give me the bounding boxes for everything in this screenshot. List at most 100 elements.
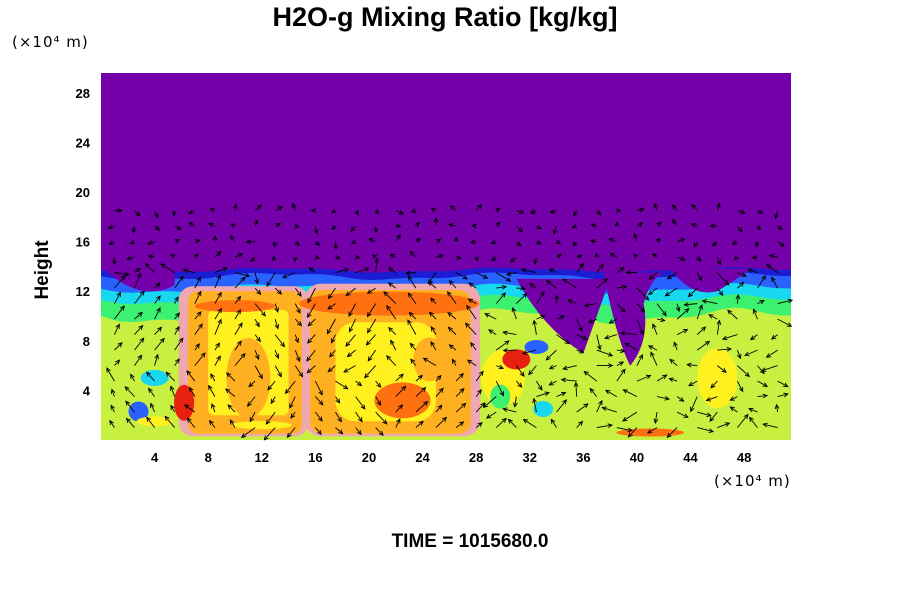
wind-arrow-11 bbox=[335, 427, 343, 435]
wind-arrow-300 bbox=[676, 303, 680, 312]
wind-arrow-310 bbox=[194, 277, 201, 289]
wind-arrow-95 bbox=[656, 396, 670, 400]
wind-arrow-369 bbox=[696, 272, 703, 281]
wind-arrow-220 bbox=[430, 326, 437, 335]
wind-arrow-332-head bbox=[644, 295, 650, 301]
wind-arrow-313 bbox=[254, 287, 261, 295]
wind-arrow-184-head bbox=[390, 339, 395, 345]
wind-arrow-507-head bbox=[740, 209, 746, 215]
wind-arrow-353 bbox=[375, 258, 378, 273]
wind-arrow-126 bbox=[583, 371, 598, 382]
wind-arrow-261 bbox=[576, 318, 583, 332]
wind-arrow-25-head bbox=[627, 427, 634, 433]
wind-arrow-172-head bbox=[159, 337, 165, 344]
wind-arrow-82 bbox=[395, 386, 406, 397]
wind-arrow-452 bbox=[314, 226, 318, 234]
wind-arrow-44-head bbox=[317, 416, 323, 422]
wind-arrow-83-head bbox=[421, 386, 427, 392]
wind-arrow-101-head bbox=[783, 392, 789, 398]
wind-arrow-81 bbox=[375, 396, 382, 406]
wind-arrow-109-head bbox=[248, 382, 254, 388]
low-left-cyan-eddy bbox=[140, 370, 169, 387]
wind-arrow-165 bbox=[687, 364, 698, 367]
wind-arrow-403-head bbox=[696, 256, 702, 262]
wind-arrow-481-head bbox=[209, 208, 215, 213]
wind-arrow-46 bbox=[355, 411, 363, 422]
wind-arrow-308 bbox=[154, 282, 161, 289]
low-left-blue-eddy bbox=[128, 401, 149, 422]
wind-arrow-507 bbox=[737, 210, 745, 214]
wind-arrow-189 bbox=[495, 340, 510, 351]
wind-arrow-25 bbox=[616, 427, 633, 432]
wind-arrow-274 bbox=[154, 295, 161, 304]
wind-arrow-138 bbox=[154, 354, 159, 366]
wind-arrow-217 bbox=[366, 334, 376, 346]
wind-arrow-186 bbox=[430, 341, 437, 351]
wind-arrow-453-head bbox=[331, 224, 337, 231]
wind-arrow-231-head bbox=[652, 323, 657, 329]
wind-arrow-254-head bbox=[428, 311, 434, 317]
wind-arrow-15 bbox=[415, 421, 424, 428]
wind-arrow-105 bbox=[165, 371, 176, 382]
wind-arrow-246 bbox=[274, 318, 279, 329]
wind-arrow-368-head bbox=[666, 274, 673, 280]
wind-arrow-329-head bbox=[562, 278, 568, 284]
wind-arrow-116-head bbox=[398, 373, 404, 379]
wind-arrow-362-head bbox=[548, 268, 555, 273]
wind-arrow-305-head bbox=[787, 298, 794, 304]
wind-arrow-394-head bbox=[509, 257, 515, 263]
wind-arrow-478-head bbox=[154, 212, 159, 219]
wind-arrow-502-head bbox=[639, 207, 645, 213]
wind-arrow-108-head bbox=[226, 372, 232, 378]
wind-arrow-506 bbox=[716, 203, 720, 211]
x-tick-label-40: 40 bbox=[630, 450, 644, 465]
wind-arrow-31 bbox=[737, 414, 749, 428]
wind-arrow-503 bbox=[654, 203, 658, 211]
wind-arrow-342 bbox=[145, 263, 155, 273]
wind-arrow-280 bbox=[274, 303, 279, 313]
wind-arrow-179 bbox=[294, 349, 300, 362]
wind-arrow-36-head bbox=[150, 402, 155, 409]
x-tick-label-36: 36 bbox=[576, 450, 590, 465]
wind-arrow-182-head bbox=[346, 352, 353, 358]
wind-arrow-103-head bbox=[130, 373, 135, 379]
wind-arrow-267-head bbox=[698, 304, 703, 310]
wind-arrow-461-head bbox=[495, 221, 501, 227]
wind-arrow-191-head bbox=[521, 350, 528, 355]
wind-arrow-460-head bbox=[471, 223, 477, 229]
wind-arrow-56 bbox=[556, 399, 567, 413]
wind-arrow-341 bbox=[134, 267, 141, 273]
wind-arrow-405-head bbox=[733, 255, 739, 261]
wind-arrow-433-head bbox=[608, 238, 614, 243]
wind-arrow-37-head bbox=[170, 404, 175, 411]
wind-arrow-277 bbox=[214, 292, 222, 304]
wind-arrow-431-head bbox=[572, 241, 578, 247]
wind-arrow-269-head bbox=[727, 309, 733, 315]
wind-arrow-319-head bbox=[366, 289, 373, 294]
wind-arrow-88 bbox=[514, 396, 517, 407]
wind-arrow-420-head bbox=[350, 239, 357, 244]
wind-arrow-346-head bbox=[244, 272, 251, 278]
wind-arrow-80 bbox=[355, 396, 366, 410]
wind-arrow-410-head bbox=[147, 240, 153, 245]
wind-arrow-203-head bbox=[765, 353, 772, 358]
wind-arrow-351 bbox=[335, 268, 349, 274]
wind-arrow-224 bbox=[503, 331, 517, 336]
wind-arrow-6-head bbox=[229, 419, 235, 425]
wind-arrow-207 bbox=[174, 326, 180, 335]
wind-arrow-486-head bbox=[310, 208, 316, 213]
wind-arrow-206-head bbox=[157, 326, 163, 332]
wind-arrow-66 bbox=[748, 408, 758, 413]
wind-arrow-176-head bbox=[236, 340, 242, 346]
x-axis-unit: (×10⁴ m) bbox=[714, 472, 791, 490]
wind-arrow-447 bbox=[208, 222, 216, 227]
wind-arrow-188 bbox=[470, 342, 477, 351]
wind-arrow-79-head bbox=[335, 398, 341, 404]
wind-arrow-157 bbox=[528, 365, 537, 375]
wind-arrow-320 bbox=[388, 282, 397, 289]
wind-arrow-457-head bbox=[414, 221, 420, 228]
wind-arrow-43-head bbox=[290, 413, 296, 419]
wind-arrow-478 bbox=[154, 210, 159, 218]
wind-arrow-422 bbox=[395, 234, 401, 242]
wind-arrow-446 bbox=[189, 222, 196, 227]
